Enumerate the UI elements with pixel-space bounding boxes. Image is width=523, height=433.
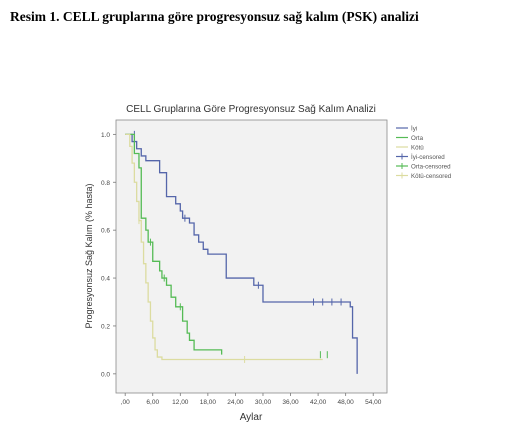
y-axis-label: Progresyonsuz Sağ Kalım (% hasta) — [84, 183, 94, 328]
y-axis-ticks: 0.0 0.2 0.4 0.6 0.8 1.0 — [101, 132, 116, 378]
y-tick-label: 0.6 — [101, 228, 110, 235]
series-layer — [125, 130, 358, 374]
y-tick-label: 0.2 — [101, 323, 110, 330]
km-series-line — [125, 133, 323, 361]
legend-label: İyi-censored — [411, 154, 445, 161]
x-tick-label: 36,00 — [282, 399, 299, 406]
y-tick-label: 0.4 — [101, 276, 110, 283]
x-tick-label: 48,00 — [338, 399, 355, 406]
x-axis-ticks: ,00 6,00 12,00 18,00 24,00 30,00 36,00 42,00 48,… — [121, 393, 382, 406]
x-tick-label: 6,00 — [146, 399, 159, 406]
km-series-line — [125, 133, 223, 355]
x-tick-label: 42,00 — [310, 399, 327, 406]
y-tick-label: 1.0 — [101, 132, 110, 139]
kaplan-meier-figure: CELL Gruplarına Göre Progresyonsuz Sağ K… — [80, 98, 500, 428]
km-series-line — [125, 133, 358, 374]
x-tick-label: 54,00 — [365, 399, 382, 406]
x-tick-label: 12,00 — [172, 399, 189, 406]
kaplan-meier-chart: CELL Gruplarına Göre Progresyonsuz Sağ K… — [84, 104, 452, 423]
x-tick-label: 30,00 — [255, 399, 272, 406]
chart-title: CELL Gruplarına Göre Progresyonsuz Sağ K… — [126, 104, 376, 115]
legend: İyi Orta Kötü İyi-censored Orta-censored Kötü… — [396, 125, 452, 180]
legend-label: Orta-censored — [411, 163, 451, 170]
x-axis-label: Aylar — [240, 412, 263, 423]
figure-caption: Resim 1. CELL gruplarına göre progresyon… — [10, 9, 419, 24]
legend-label: Orta — [411, 135, 424, 142]
plot-background — [115, 119, 388, 394]
legend-label: Kötü-censored — [411, 173, 452, 180]
y-tick-label: 0.0 — [101, 371, 110, 378]
x-tick-label: 18,00 — [200, 399, 217, 406]
legend-label: Kötü — [411, 144, 424, 151]
legend-label: İyi — [411, 125, 417, 132]
x-tick-label: 24,00 — [227, 399, 244, 406]
x-tick-label: ,00 — [121, 399, 130, 406]
y-tick-label: 0.8 — [101, 180, 110, 187]
